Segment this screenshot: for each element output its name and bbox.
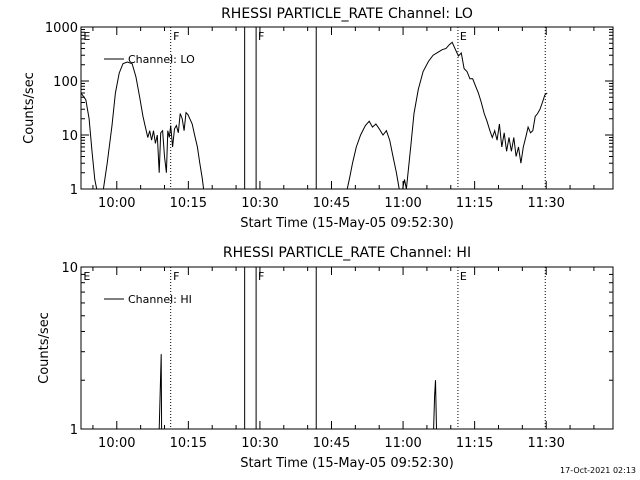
y-tick-label-lo: 1: [70, 183, 78, 198]
y-tick-label-hi: 1: [70, 423, 78, 438]
data-line-lo: [102, 61, 205, 190]
event-label-hi: F: [258, 270, 264, 283]
legend-hi-label: Channel: HI: [128, 293, 192, 306]
x-tick-label-lo: 10:15: [170, 196, 207, 211]
x-tick-label-hi: 10:30: [241, 436, 278, 451]
event-label-lo: F: [173, 30, 179, 43]
footer-timestamp: 17-Oct-2021 02:13: [560, 466, 636, 475]
x-tick-label-lo: 10:45: [313, 196, 350, 211]
panel-hi-xlabel: Start Time (15-May-05 09:52:30): [240, 456, 454, 471]
x-tick-label-hi: 10:15: [170, 436, 207, 451]
panel-hi-ylabel: Counts/sec: [37, 312, 52, 384]
panel-hi-legend: Channel: HI: [104, 293, 192, 306]
data-line-lo: [402, 41, 548, 190]
event-label-hi: E: [460, 270, 467, 283]
y-tick-label-lo: 100: [53, 75, 78, 90]
x-tick-label-hi: 11:15: [456, 436, 493, 451]
data-line-lo: [80, 92, 98, 190]
panel-hi-title: RHESSI PARTICLE_RATE Channel: HI: [223, 245, 471, 261]
x-tick-label-lo: 10:00: [98, 196, 135, 211]
x-tick-label-hi: 11:30: [527, 436, 564, 451]
data-line-hi: [433, 380, 437, 430]
x-tick-label-lo: 11:30: [527, 196, 564, 211]
panel-lo-title: RHESSI PARTICLE_RATE Channel: LO: [221, 6, 473, 22]
plot-frame-hi: [80, 266, 614, 430]
event-label-lo: E: [460, 30, 467, 43]
data-line-hi: [158, 354, 163, 430]
y-tick-label-lo: 1000: [45, 21, 78, 36]
panel-lo-ylabel: Counts/sec: [22, 72, 37, 144]
y-tick-label-lo: 10: [61, 129, 78, 144]
event-label-hi: F: [173, 270, 179, 283]
x-tick-label-lo: 11:15: [456, 196, 493, 211]
data-line-lo: [346, 120, 400, 190]
panel-lo-legend: Channel: LO: [104, 53, 195, 66]
panel-hi: RHESSI PARTICLE_RATE Channel: HI Start T…: [37, 245, 614, 471]
panel-lo-xlabel: Start Time (15-May-05 09:52:30): [240, 216, 454, 231]
panel-lo: RHESSI PARTICLE_RATE Channel: LO Start T…: [22, 6, 614, 231]
event-label-lo: E: [83, 30, 90, 43]
y-tick-label-hi: 10: [61, 261, 78, 276]
plot-frame-lo: [80, 26, 614, 190]
event-label-hi: E: [83, 270, 90, 283]
x-tick-label-hi: 10:45: [313, 436, 350, 451]
x-tick-label-hi: 11:00: [384, 436, 421, 451]
x-tick-label-lo: 10:30: [241, 196, 278, 211]
event-label-lo: F: [258, 30, 264, 43]
x-tick-label-lo: 11:00: [384, 196, 421, 211]
x-tick-label-hi: 10:00: [98, 436, 135, 451]
legend-lo-label: Channel: LO: [128, 53, 195, 66]
